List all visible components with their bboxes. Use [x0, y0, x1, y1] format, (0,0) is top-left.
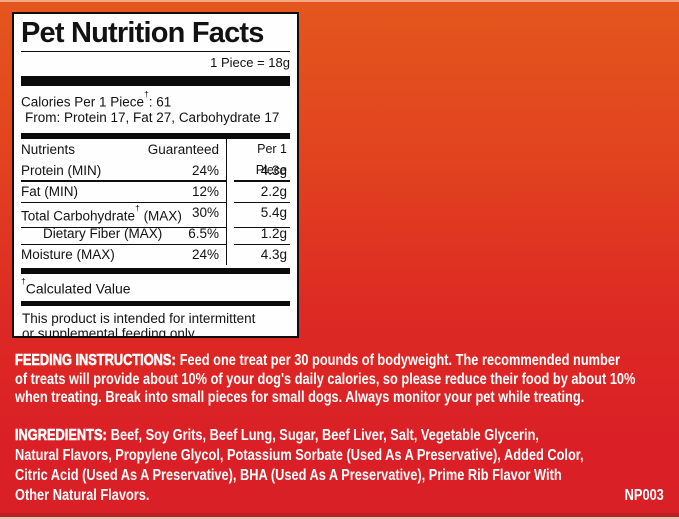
ingredients-line-1: INGREDIENTS: Beef, Soy Grits, Beef Lung, …: [15, 426, 664, 446]
table-row: Total Carbohydrate† (MAX) 30% 5.4g: [21, 202, 290, 228]
nutrient-guaranteed: 6.5%: [188, 223, 226, 246]
divider-bar-medium: [21, 133, 290, 140]
statement-line-2: or supplemental feeding only.: [22, 325, 198, 338]
ingredients-line-4-text: Other Natural Flavors.: [15, 487, 150, 504]
ingredients-line-1-text: Beef, Soy Grits, Beef Lung, Sugar, Beef …: [110, 427, 539, 444]
dagger-mark: †: [21, 276, 26, 287]
ingredients-line-3: Citric Acid (Used As A Preservative), BH…: [15, 467, 562, 484]
header-guaranteed: Guaranteed: [147, 139, 226, 182]
nutrient-name: Moisture (MAX): [21, 247, 115, 263]
nutrient-name-suffix: (MAX): [139, 208, 182, 224]
product-code: NP003: [624, 487, 664, 504]
header-nutrients: Nutrients: [21, 139, 148, 182]
ingredients-section: INGREDIENTS: Beef, Soy Grits, Beef Lung, …: [15, 426, 679, 506]
table-row: Moisture (MAX) 24% 4.3g: [21, 244, 290, 266]
nutrient-name: Protein (MIN): [21, 160, 192, 183]
footnote-text: Calculated Value: [25, 280, 131, 297]
table-row: Protein (MIN) 24% 4.3g: [21, 160, 290, 183]
nutrient-name: Dietary Fiber (MAX): [21, 223, 189, 246]
feeding-statement: This product is intended for intermitten…: [21, 310, 290, 338]
panel-title: Pet Nutrition Facts: [21, 17, 264, 49]
feeding-line-2: of treats will provide about 10% of your…: [15, 370, 636, 388]
calories-value: : 61: [148, 94, 172, 110]
nutrient-guaranteed: 24%: [191, 247, 219, 263]
nutrition-facts-panel: Pet Nutrition Facts 1 Piece = 18g Calori…: [12, 12, 299, 338]
table-row: Fat (MIN) 12% 2.2g: [21, 181, 290, 204]
title-rule: [21, 50, 290, 52]
divider-bar-medium: [21, 268, 290, 275]
ingredients-label: INGREDIENTS:: [15, 427, 107, 445]
serving-size: 1 Piece = 18g: [210, 54, 290, 70]
feeding-line-3: when treating. Break into small pieces f…: [15, 389, 585, 406]
ingredients-line-4: Other Natural Flavors. NP003: [15, 486, 664, 506]
divider-bar-thin: [21, 300, 290, 306]
nutrient-guaranteed: 30%: [191, 202, 226, 228]
calories-text: Calories Per 1 Piece: [21, 94, 145, 110]
feeding-line-1: FEEDING INSTRUCTIONS: Feed one treat per …: [15, 352, 664, 371]
feeding-instructions-section: FEEDING INSTRUCTIONS: Feed one treat per …: [15, 352, 679, 408]
table-row: Dietary Fiber (MAX) 6.5% 1.2g: [21, 223, 290, 246]
nutrient-name: Fat (MIN): [21, 181, 192, 204]
top-edge-strip: [0, 0, 679, 2]
nutrient-name: Total Carbohydrate† (MAX): [21, 202, 192, 228]
divider-bar-thick: [21, 75, 290, 86]
calories-line: Calories Per 1 Piece†: 61: [21, 88, 290, 110]
statement-line-1: This product is intended for intermitten…: [22, 310, 256, 326]
bottom-edge-dark-strip: [0, 513, 679, 517]
nutrient-guaranteed: 12%: [191, 181, 226, 204]
table-header-row: Nutrients Guaranteed Per 1 Piece: [21, 139, 290, 182]
dagger-mark: †: [144, 88, 149, 99]
nutrient-per-piece: 4.3g: [226, 244, 290, 266]
bottom-edge-light-strip: [0, 517, 679, 519]
nutrient-per-piece: 4.3g: [226, 160, 290, 183]
nutrient-guaranteed: 24%: [191, 160, 226, 183]
nutrient-name-text: Total Carbohydrate: [21, 208, 136, 224]
nutrient-per-piece: 1.2g: [226, 223, 290, 246]
calories-from-line: From: Protein 17, Fat 27, Carbohydrate 1…: [25, 110, 280, 126]
nutrient-per-piece: 2.2g: [226, 181, 290, 204]
feeding-line-1-text: Feed one treat per 30 pounds of bodyweig…: [179, 352, 620, 369]
dagger-mark: †: [135, 203, 140, 214]
calculated-value-footnote: †Calculated Value: [21, 274, 290, 301]
ingredients-line-2: Natural Flavors, Propylene Glycol, Potas…: [15, 447, 584, 464]
feeding-instructions-label: FEEDING INSTRUCTIONS:: [15, 352, 176, 370]
